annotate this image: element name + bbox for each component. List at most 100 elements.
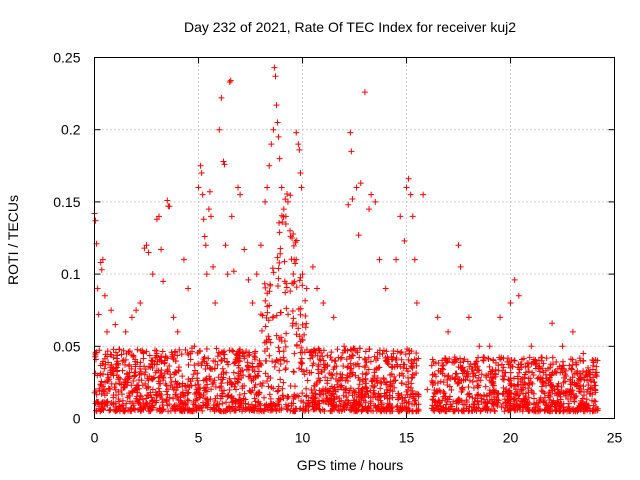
data-point: [368, 407, 375, 414]
data-point: [377, 385, 384, 392]
data-point: [198, 170, 205, 177]
data-point: [561, 390, 568, 397]
data-point: [173, 380, 180, 387]
data-point: [262, 284, 269, 291]
data-point: [278, 184, 285, 191]
data-point: [190, 405, 197, 412]
data-point: [297, 359, 304, 366]
data-point: [568, 366, 575, 373]
data-point: [274, 119, 281, 126]
data-point: [386, 392, 393, 399]
y-tick-label: 0.2: [61, 122, 81, 138]
data-point: [298, 360, 305, 367]
data-point: [455, 379, 462, 386]
data-point: [466, 390, 473, 397]
data-point: [157, 394, 164, 401]
data-point: [227, 408, 234, 415]
data-point: [333, 376, 339, 383]
data-point: [235, 184, 242, 191]
data-point: [170, 356, 177, 363]
data-point: [216, 126, 223, 133]
data-point: [202, 242, 209, 249]
data-point: [320, 299, 327, 306]
data-point: [318, 388, 325, 395]
data-point: [553, 359, 560, 366]
data-point: [289, 307, 296, 314]
data-point: [174, 352, 181, 359]
data-point: [239, 349, 246, 356]
data-point: [255, 368, 262, 375]
data-point: [459, 384, 466, 391]
data-point: [549, 354, 556, 361]
data-point: [348, 355, 355, 362]
data-point: [94, 285, 101, 292]
data-point: [232, 359, 239, 366]
data-point: [194, 377, 201, 384]
data-point: [499, 376, 506, 383]
data-point: [398, 370, 405, 377]
data-point: [383, 381, 390, 388]
data-point: [345, 201, 352, 208]
data-point: [185, 285, 192, 292]
data-point: [363, 359, 370, 366]
data-point: [283, 330, 290, 337]
data-point: [325, 398, 332, 405]
data-point: [120, 407, 127, 414]
data-point: [397, 363, 404, 370]
data-point: [185, 397, 192, 404]
data-point: [477, 377, 484, 384]
data-point: [460, 401, 467, 408]
data-point: [562, 367, 569, 374]
data-point: [372, 198, 379, 205]
data-point: [265, 333, 272, 340]
data-point: [573, 359, 580, 366]
data-point: [278, 212, 285, 219]
data-point: [112, 364, 119, 371]
data-point: [559, 358, 566, 365]
data-point: [546, 389, 553, 396]
data-point: [282, 401, 289, 408]
data-point: [133, 307, 140, 314]
data-point: [245, 352, 252, 359]
data-point: [359, 376, 366, 383]
data-point: [136, 363, 143, 370]
data-point: [480, 391, 487, 398]
data-point: [492, 371, 499, 378]
data-point: [545, 365, 552, 372]
data-point: [386, 408, 393, 415]
data-point: [276, 229, 283, 236]
data-point: [236, 358, 243, 365]
data-point: [316, 400, 323, 407]
data-point: [153, 406, 160, 413]
data-point: [327, 407, 334, 414]
data-point: [282, 213, 289, 220]
data-point: [567, 356, 574, 363]
data-point: [283, 284, 290, 291]
data-point: [542, 406, 549, 413]
data-point: [288, 403, 295, 410]
data-point: [113, 392, 120, 399]
data-point: [396, 408, 403, 415]
data-point: [352, 372, 359, 379]
data-point: [355, 385, 362, 392]
data-point: [362, 394, 369, 401]
data-point: [300, 399, 307, 406]
data-point: [291, 393, 298, 400]
data-point: [105, 359, 112, 366]
data-point: [393, 354, 400, 361]
data-point: [507, 390, 514, 397]
data-point: [388, 405, 395, 412]
data-point: [302, 324, 309, 331]
data-point: [206, 188, 213, 195]
data-point: [306, 402, 313, 409]
data-point: [413, 350, 420, 357]
data-point: [341, 401, 348, 408]
data-point: [158, 246, 165, 253]
data-point: [443, 359, 450, 366]
data-point: [264, 309, 271, 316]
data-point: [205, 355, 212, 362]
data-point: [194, 375, 201, 382]
data-point: [401, 361, 408, 368]
data-point: [530, 359, 537, 366]
data-point: [512, 386, 519, 393]
